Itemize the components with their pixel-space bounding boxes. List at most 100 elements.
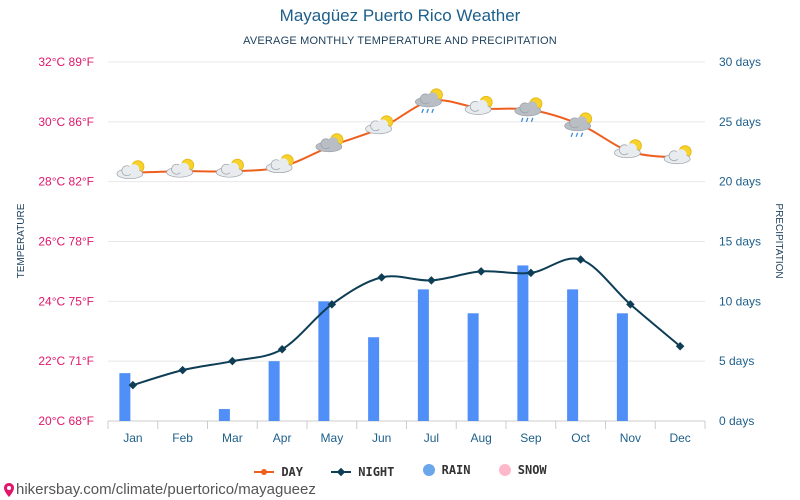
legend-day-label: DAY bbox=[281, 465, 304, 479]
right-tick-label: 20 days bbox=[719, 175, 761, 189]
night-point bbox=[128, 380, 138, 390]
x-tick-label: Oct bbox=[571, 431, 590, 445]
legend-rain[interactable]: RAIN bbox=[422, 463, 471, 477]
left-tick-label: 22°C 71°F bbox=[38, 354, 94, 368]
night-point bbox=[576, 255, 585, 264]
day-line bbox=[132, 99, 681, 174]
night-point bbox=[178, 365, 187, 375]
right-tick-label: 10 days bbox=[719, 294, 761, 308]
chart-title: Mayagüez Puerto Rico Weather bbox=[279, 6, 521, 25]
rain-drop bbox=[520, 117, 524, 123]
rain-sun-icon bbox=[564, 112, 593, 138]
weather-icons bbox=[116, 88, 692, 180]
night-point bbox=[626, 300, 635, 309]
right-tick-label: 15 days bbox=[719, 235, 761, 249]
cloud-puff bbox=[327, 137, 339, 149]
legend-snow[interactable]: SNOW bbox=[498, 463, 547, 477]
cloud-puff bbox=[426, 92, 438, 104]
rain-bar bbox=[567, 289, 579, 421]
cloud-puff bbox=[128, 164, 140, 176]
left-tick-label: 24°C 75°F bbox=[38, 294, 94, 308]
x-tick-label: Dec bbox=[669, 431, 690, 445]
legend-night-label: NIGHT bbox=[358, 465, 395, 479]
rain-bar bbox=[517, 265, 529, 421]
rain-drop bbox=[426, 108, 429, 114]
rain-sun-icon bbox=[514, 97, 543, 123]
rain-bar bbox=[119, 373, 131, 421]
cloud-puff bbox=[227, 162, 239, 174]
partly-cloudy-icon bbox=[614, 139, 642, 159]
x-tick-label: Feb bbox=[172, 431, 193, 445]
partly-cloudy-icon bbox=[663, 145, 692, 165]
right-axis-title: PRECIPITATION bbox=[773, 203, 784, 278]
rain-bar bbox=[218, 409, 230, 421]
chart-subtitle: AVERAGE MONTHLY TEMPERATURE AND PRECIPIT… bbox=[243, 35, 557, 47]
cloud-puff bbox=[625, 143, 637, 155]
grid bbox=[107, 61, 706, 429]
rain-bar bbox=[268, 361, 280, 421]
temperature-lines bbox=[128, 97, 685, 390]
cloud-puff bbox=[675, 149, 687, 161]
cloud-puff bbox=[377, 119, 389, 131]
cloud-puff bbox=[476, 99, 488, 111]
rain-bar bbox=[368, 337, 380, 421]
night-point bbox=[675, 341, 685, 351]
x-tick-label: May bbox=[321, 431, 344, 445]
left-tick-label: 20°C 68°F bbox=[38, 414, 94, 428]
location-pin-icon bbox=[4, 482, 14, 497]
x-tick-label: Jan bbox=[123, 431, 142, 445]
x-tick-label: Apr bbox=[273, 431, 292, 445]
axes: 32°C 89°F 30°C 86°F 28°C 82°F 26°C 78°F 24°C… bbox=[16, 55, 784, 445]
legend-rain-label: RAIN bbox=[441, 463, 471, 477]
right-tick-label: 5 days bbox=[719, 354, 754, 368]
night-point bbox=[526, 268, 536, 278]
night-point bbox=[377, 273, 386, 282]
rain-bar bbox=[318, 301, 330, 421]
cloudy-sun-icon bbox=[315, 133, 344, 153]
rain-bar bbox=[616, 313, 628, 421]
left-tick-label: 32°C 89°F bbox=[38, 55, 94, 69]
rain-sun-icon bbox=[415, 88, 443, 114]
rain-drop bbox=[580, 132, 584, 138]
legend-snow-swatch bbox=[498, 464, 511, 476]
night-point bbox=[476, 267, 486, 276]
legend-snow-label: SNOW bbox=[517, 463, 547, 477]
rain-drop bbox=[530, 117, 534, 123]
night-line bbox=[132, 257, 681, 387]
partly-cloudy-icon bbox=[464, 95, 493, 115]
partly-cloudy-icon bbox=[365, 115, 394, 135]
cloud-puff bbox=[178, 162, 190, 174]
rain-bars bbox=[119, 265, 628, 421]
right-tick-label: 25 days bbox=[719, 115, 761, 129]
legend-night-swatch bbox=[331, 467, 352, 477]
rain-drop bbox=[431, 108, 434, 114]
x-tick-label: Nov bbox=[620, 431, 641, 445]
source-text: hikersbay.com/climate/puertorico/mayague… bbox=[16, 481, 316, 498]
right-tick-label: 0 days bbox=[719, 414, 754, 428]
x-tick-label: Jul bbox=[424, 431, 439, 445]
x-tick-label: Sep bbox=[520, 431, 542, 445]
source-link[interactable]: hikersbay.com/climate/puertorico/mayague… bbox=[4, 481, 316, 498]
partly-cloudy-icon bbox=[265, 154, 294, 174]
left-axis-title: TEMPERATURE bbox=[16, 203, 27, 278]
legend-day[interactable]: DAY bbox=[253, 465, 303, 479]
left-tick-label: 30°C 86°F bbox=[38, 115, 94, 129]
night-point bbox=[427, 276, 436, 285]
cloud-puff bbox=[526, 101, 538, 113]
rain-bar bbox=[467, 313, 479, 421]
x-tick-label: Jun bbox=[372, 431, 391, 445]
left-tick-label: 28°C 82°F bbox=[38, 175, 94, 189]
legend-rain-swatch bbox=[422, 464, 435, 476]
partly-cloudy-icon bbox=[216, 158, 244, 178]
night-point bbox=[277, 344, 287, 354]
night-point bbox=[327, 300, 337, 309]
cloud-puff bbox=[576, 116, 588, 128]
cloud-puff bbox=[277, 158, 289, 170]
partly-cloudy-icon bbox=[166, 158, 195, 178]
legend: DAY NIGHT RAIN SNOW bbox=[0, 463, 800, 480]
rain-bar bbox=[417, 289, 429, 421]
legend-night[interactable]: NIGHT bbox=[330, 465, 394, 479]
left-tick-label: 26°C 78°F bbox=[38, 235, 94, 249]
rain-drop bbox=[421, 108, 424, 114]
